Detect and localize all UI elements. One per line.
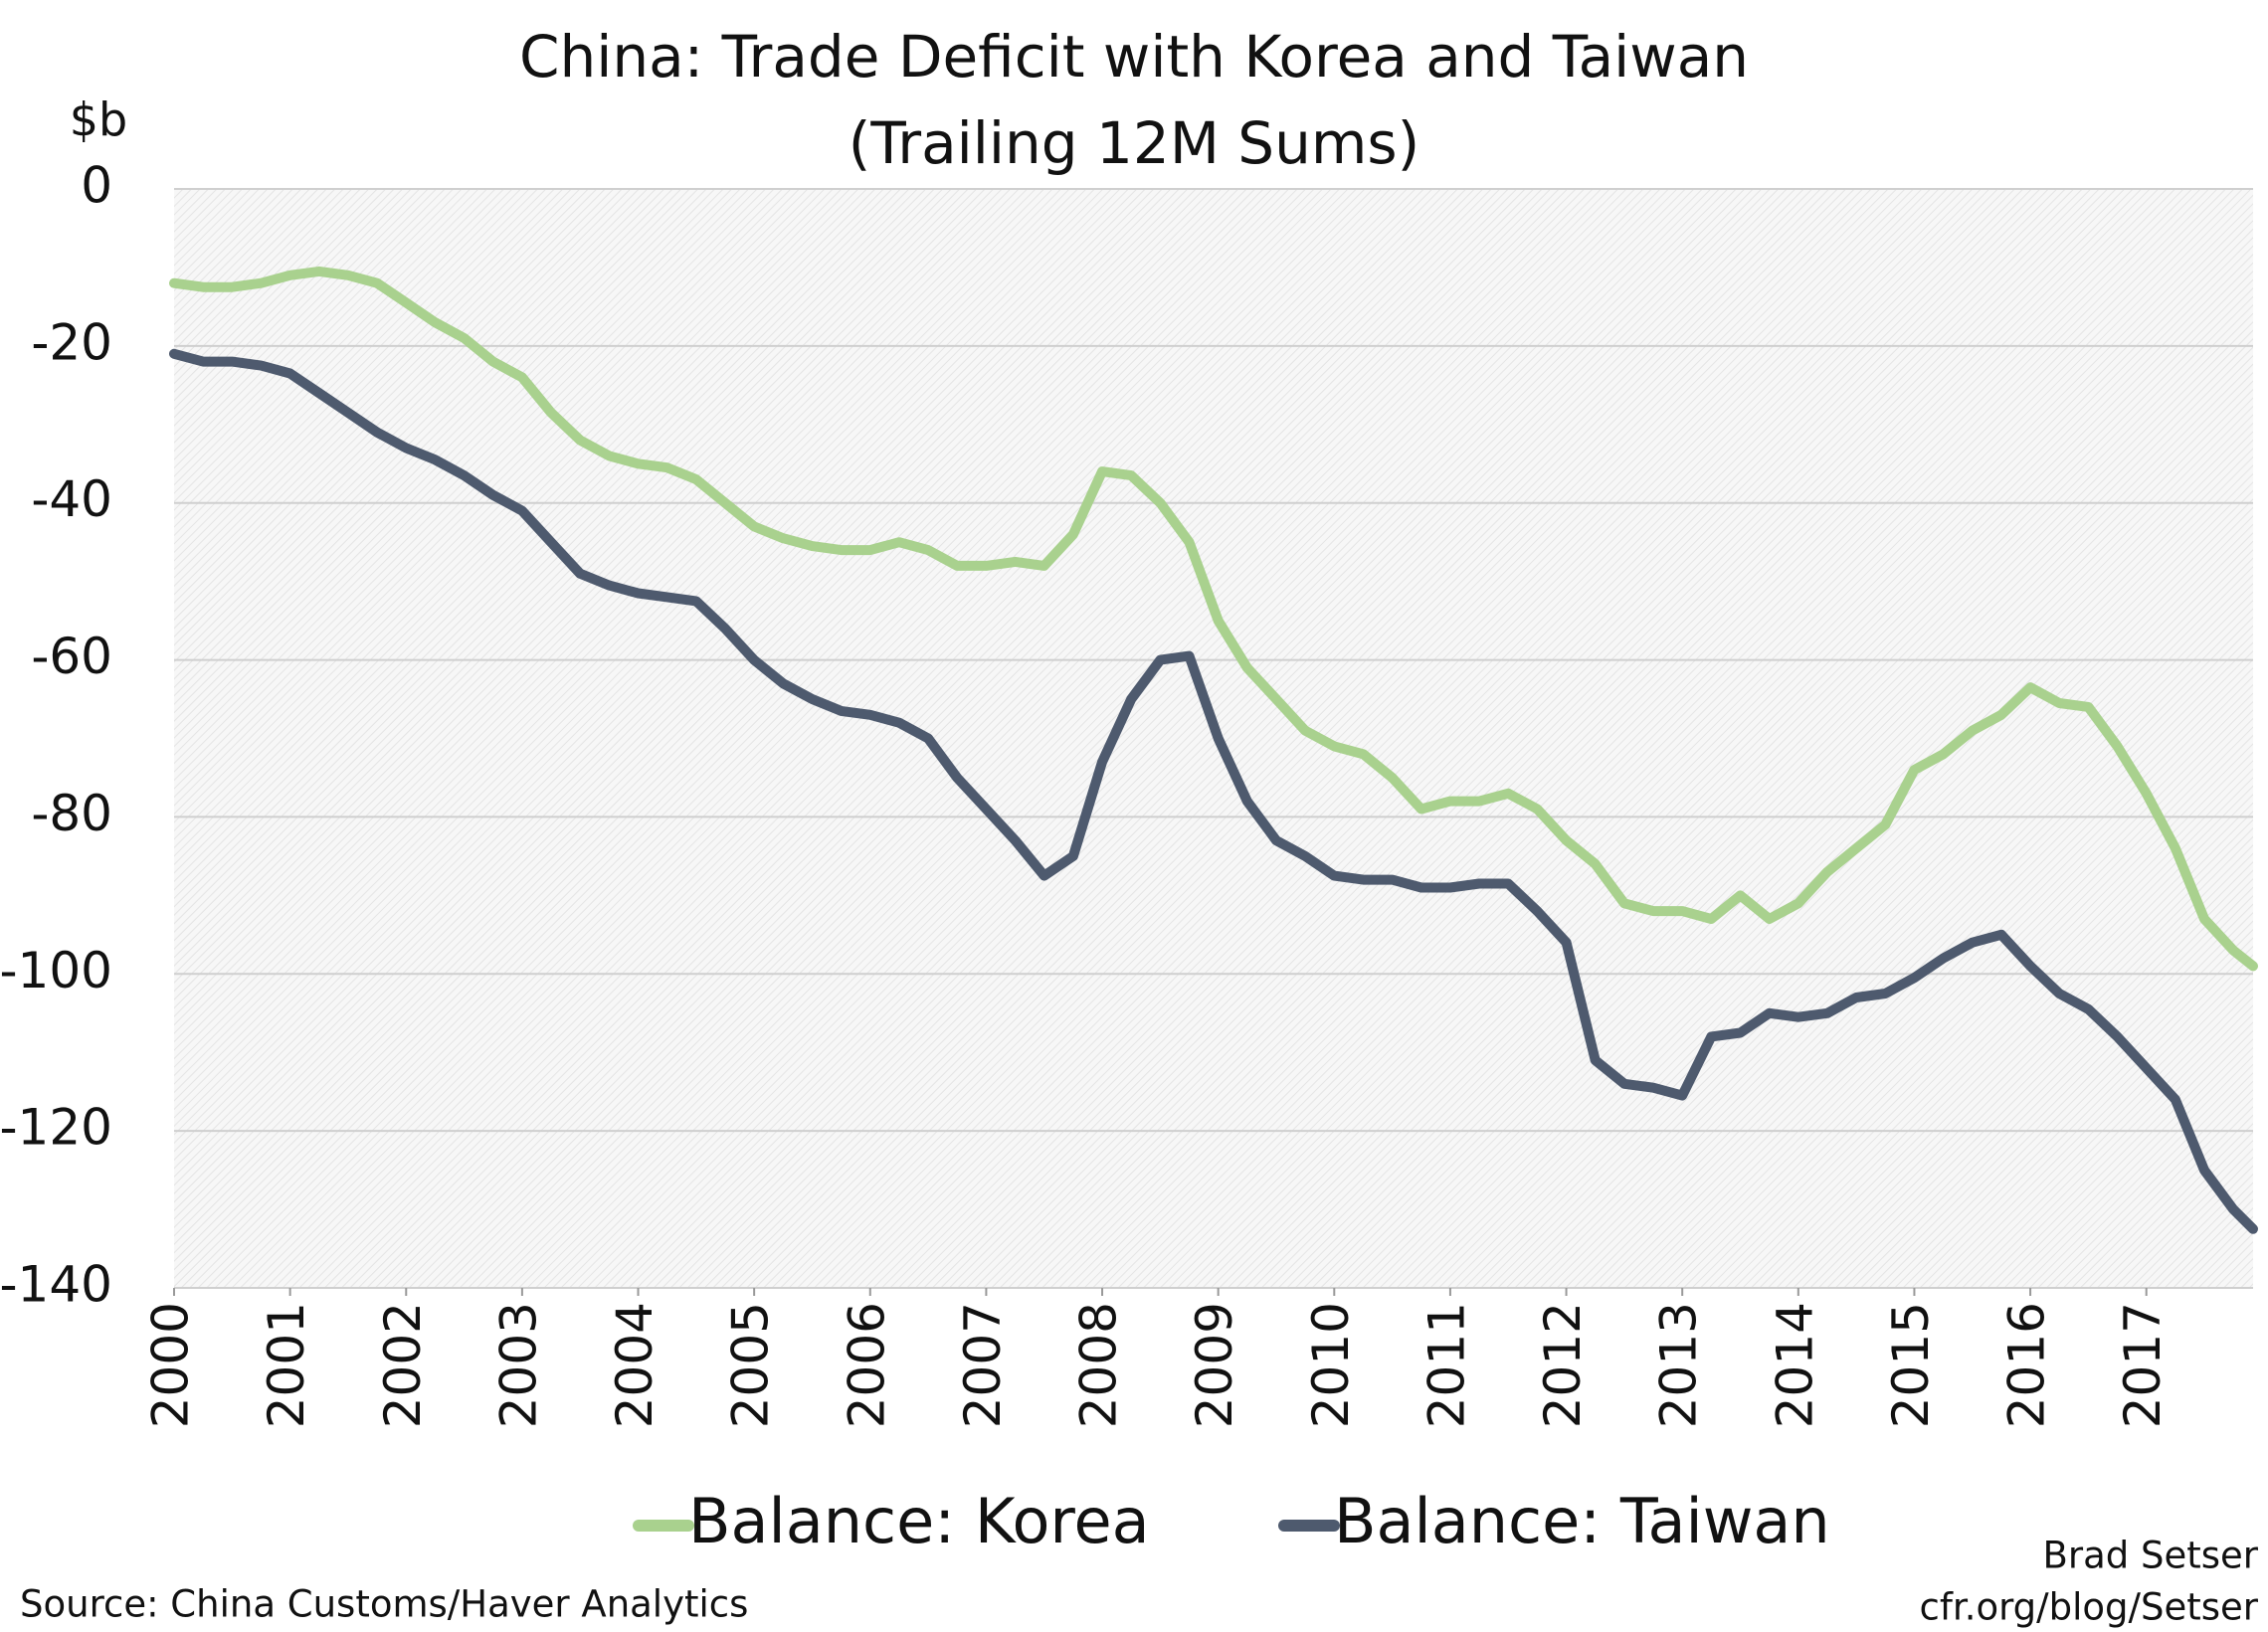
legend-label: Balance: Taiwan bbox=[1334, 1485, 1830, 1557]
y-tick-label: -100 bbox=[0, 942, 112, 999]
y-tick-label: -120 bbox=[0, 1099, 112, 1157]
chart-subtitle: (Trailing 12M Sums) bbox=[849, 109, 1419, 177]
x-tick-label: 2004 bbox=[606, 1302, 663, 1428]
x-tick-label: 2006 bbox=[838, 1302, 895, 1428]
x-tick-label: 2008 bbox=[1070, 1302, 1128, 1428]
y-tick-label: 0 bbox=[81, 157, 112, 215]
credit: Brad Setser bbox=[2042, 1535, 2258, 1577]
y-tick-label: -80 bbox=[31, 785, 112, 842]
x-tick-label: 2000 bbox=[142, 1302, 200, 1428]
x-tick-label: 2009 bbox=[1186, 1302, 1243, 1428]
y-tick-label: -60 bbox=[31, 628, 112, 685]
x-tick-label: 2014 bbox=[1766, 1302, 1823, 1428]
x-tick-label: 2007 bbox=[954, 1302, 1012, 1428]
x-tick-label: 2012 bbox=[1534, 1302, 1592, 1428]
x-tick-label: 2010 bbox=[1302, 1302, 1360, 1428]
x-tick-label: 2011 bbox=[1418, 1302, 1475, 1428]
y-axis-label: $b bbox=[70, 93, 127, 147]
series-line bbox=[169, 348, 2258, 1234]
x-tick-label: 2016 bbox=[1998, 1302, 2056, 1428]
x-tick-label: 2003 bbox=[489, 1302, 547, 1428]
y-tick-label: -140 bbox=[0, 1256, 112, 1314]
x-tick-label: 2017 bbox=[2114, 1302, 2172, 1428]
source: Source: China Customs/Haver Analytics bbox=[20, 1583, 748, 1626]
x-tick-label: 2015 bbox=[1882, 1302, 1940, 1428]
series-line bbox=[169, 266, 2258, 972]
y-tick-label: -40 bbox=[31, 470, 112, 528]
legend-label: Balance: Korea bbox=[688, 1485, 1150, 1557]
x-tick-label: 2013 bbox=[1650, 1302, 1708, 1428]
y-tick-label: -20 bbox=[31, 313, 112, 371]
credit: cfr.org/blog/Setser bbox=[1920, 1586, 2259, 1629]
chart-title: China: Trade Deficit with Korea and Taiw… bbox=[519, 23, 1749, 91]
x-tick-label: 2005 bbox=[722, 1302, 780, 1428]
x-tick-label: 2001 bbox=[258, 1302, 315, 1428]
x-tick-label: 2002 bbox=[374, 1302, 432, 1428]
